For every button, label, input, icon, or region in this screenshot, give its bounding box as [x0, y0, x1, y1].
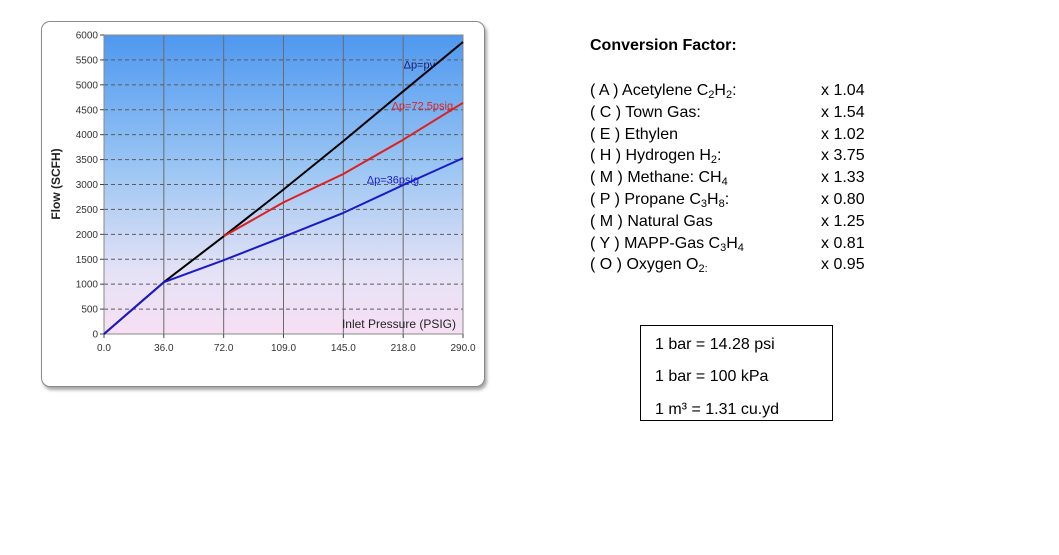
unit-row-m3-cuyd: 1 m³ = 1.31 cu.yd	[655, 401, 780, 418]
conversion-gas-label: ( C ) Town Gas:	[590, 103, 701, 121]
series-label-p-36psig: Δp=36psig	[367, 175, 419, 187]
y-tick-label: 0	[92, 330, 98, 341]
x-tick-label: 145.0	[331, 343, 356, 354]
flow-chart: 0 500 1000 1500 2000 2500 3000 3500 4000 4500 5000…	[49, 31, 476, 355]
y-axis-label: Flow (SCFH)	[49, 148, 63, 219]
unit-row-bar-psi: 1 bar = 14.28 psi	[655, 336, 775, 353]
y-tick-label: 1500	[76, 255, 99, 266]
conversion-gas-label: ( A ) Acetylene C2H2:	[590, 82, 737, 101]
conversion-row: ( Y ) MAPP-Gas C3H4 x 0.81	[590, 234, 890, 256]
conversion-gas-label: ( M ) Methane: CH4	[590, 169, 728, 189]
chart-card: 0 500 1000 1500 2000 2500 3000 3500 4000 4500 5000…	[41, 21, 485, 387]
y-tick-label: 3500	[76, 155, 99, 166]
y-tick-label: 5500	[76, 55, 99, 66]
conversion-gas-label: ( P ) Propane C3H8:	[590, 190, 730, 210]
conversion-row: ( M ) Methane: CH4 x 1.33	[590, 168, 890, 190]
conversion-row: ( M ) Natural Gas x 1.25	[590, 212, 890, 234]
conversion-title: Conversion Factor:	[590, 37, 737, 54]
units-box: 1 bar = 14.28 psi 1 bar = 100 kPa 1 m³ =…	[640, 325, 833, 421]
y-tick-label: 1000	[76, 280, 99, 291]
y-tick-label: 5000	[76, 80, 99, 91]
y-tick-label: 4500	[76, 105, 99, 116]
conversion-factor-value: x 1.04	[821, 82, 865, 99]
y-tick-label: 4000	[76, 130, 99, 141]
conversion-factor-value: x 0.95	[821, 256, 865, 274]
conversion-gas-label: ( E ) Ethylen	[590, 125, 679, 143]
conversion-gas-label: ( H ) Hydrogen H2:	[590, 147, 722, 167]
conversion-factor-value: x 1.54	[821, 103, 865, 121]
y-tick-label: 2000	[76, 230, 99, 241]
series-line-p-36psig	[103, 157, 464, 335]
x-tick-label: 290.0	[450, 343, 475, 354]
conversion-row: ( C ) Town Gas: x 1.54	[590, 103, 890, 125]
y-tick-label: 500	[81, 305, 98, 316]
conversion-row: ( O ) Oxygen O2: x 0.95	[590, 255, 890, 277]
conversion-gas-label: ( O ) Oxygen O2:	[590, 256, 708, 276]
conversion-gas-label: ( M ) Natural Gas	[590, 212, 713, 230]
conversion-factor-value: x 1.33	[821, 169, 865, 187]
conversion-row: ( A ) Acetylene C2H2: x 1.04	[590, 81, 890, 103]
series-label-p-72-5psig: Δp=72,5psig	[392, 101, 453, 113]
x-axis-label: Inlet Pressure (PSIG)	[342, 317, 456, 331]
series-label-p-pv: Δp=pv	[404, 60, 436, 72]
x-tick-label: 218.0	[391, 343, 416, 354]
conversion-row: ( H ) Hydrogen H2: x 3.75	[590, 146, 890, 168]
series-line-p-72-5psig	[223, 101, 464, 238]
conversion-factor-value: x 0.80	[821, 190, 865, 208]
y-tick-label: 2500	[76, 205, 99, 216]
conversion-factor-value: x 0.81	[821, 234, 865, 252]
x-tick-label: 72.0	[214, 343, 234, 354]
x-tick-label: 0.0	[97, 343, 111, 354]
conversion-row: ( E ) Ethylen x 1.02	[590, 125, 890, 147]
conversion-factor-value: x 1.02	[821, 125, 865, 143]
unit-row-bar-kpa: 1 bar = 100 kPa	[655, 368, 769, 385]
conversion-gas-label: ( Y ) MAPP-Gas C3H4	[590, 234, 744, 254]
conversion-factor-value: x 1.25	[821, 212, 865, 230]
x-tick-label: 109.0	[271, 343, 296, 354]
conversion-row: ( P ) Propane C3H8: x 0.80	[590, 190, 890, 212]
x-tick-label: 36.0	[154, 343, 174, 354]
conversion-factor-value: x 3.75	[821, 147, 865, 165]
conversion-list: ( A ) Acetylene C2H2: x 1.04 ( C ) Town Ga…	[590, 81, 890, 277]
y-tick-label: 3000	[76, 180, 99, 191]
y-tick-label: 6000	[76, 31, 99, 42]
